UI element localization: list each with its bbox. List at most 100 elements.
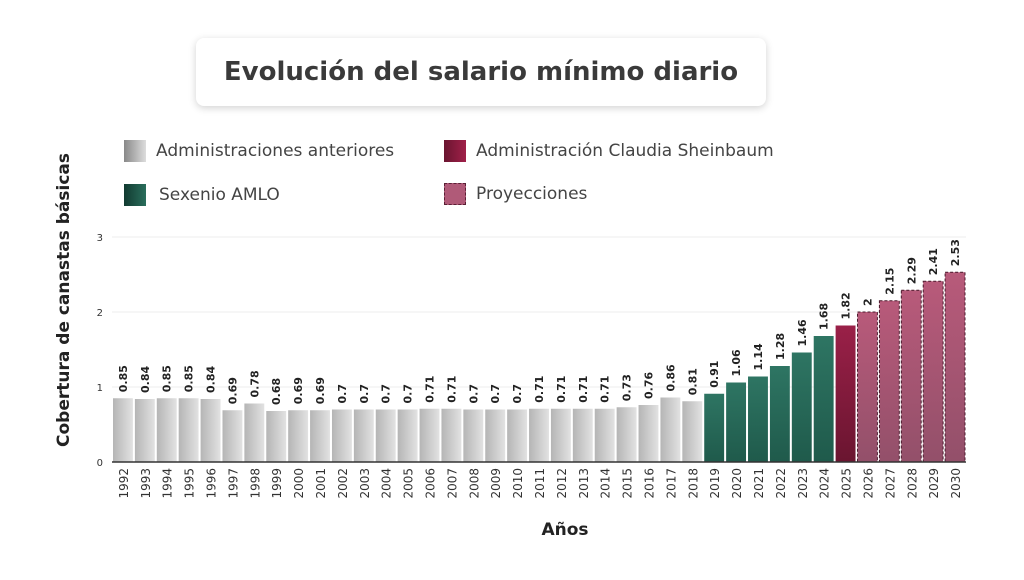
bar-1994 (156, 398, 177, 462)
x-tick-label: 2010 (511, 468, 525, 499)
data-label: 0.71 (599, 376, 612, 403)
y-tick-label: 2 (97, 308, 103, 319)
x-tick-label: 2024 (818, 468, 832, 499)
x-tick-label: 2015 (621, 468, 635, 499)
data-label: 2.15 (883, 268, 896, 295)
x-tick-label: 1993 (139, 468, 153, 499)
x-tick-label: 1999 (270, 468, 284, 499)
legend-label: Sexenio AMLO (159, 185, 280, 205)
x-tick-label: 2003 (358, 468, 372, 499)
x-tick-label: 2011 (533, 468, 547, 499)
bar-2019 (704, 393, 725, 462)
bar-2003 (353, 409, 374, 462)
bar-1997 (222, 410, 243, 462)
bar-2006 (419, 408, 440, 462)
bar-2009 (485, 409, 506, 462)
bar-2020 (726, 382, 747, 462)
x-tick-label: 2019 (708, 468, 722, 499)
x-tick-label: 2026 (861, 468, 875, 499)
x-tick-label: 1996 (205, 468, 219, 499)
data-label: 0.69 (292, 377, 305, 404)
bar-2010 (507, 409, 528, 462)
bar-2025 (835, 325, 856, 462)
bar-2028 (900, 289, 922, 463)
data-label: 0.85 (183, 365, 196, 392)
data-label: 0.81 (686, 368, 699, 395)
title-box: Evolución del salario mínimo diario (196, 38, 766, 106)
legend-label: Administraciones anteriores (156, 141, 395, 161)
bar-2026 (857, 311, 878, 463)
data-label: 1.46 (796, 319, 809, 346)
bar-2016 (638, 405, 659, 462)
bar-2027 (878, 300, 900, 463)
data-label: 1.68 (818, 303, 831, 330)
data-label: 0.86 (664, 364, 677, 391)
legend-item-sheinbaum: Administración Claudia Sheinbaum (444, 140, 774, 162)
bar-2004 (375, 409, 396, 462)
x-tick-label: 2005 (402, 468, 416, 499)
bar-1999 (266, 411, 287, 462)
x-tick-label: 2028 (905, 468, 919, 499)
x-tick-label: 2018 (686, 468, 700, 499)
legend-swatch-sheinbaum (444, 140, 466, 162)
data-label: 0.85 (161, 365, 174, 392)
bar-2024 (813, 336, 834, 462)
data-label: 0.69 (314, 377, 327, 404)
bar-2008 (463, 409, 484, 462)
data-label: 0.71 (533, 376, 546, 403)
legend-swatch-previous (124, 140, 146, 162)
x-tick-label: 2014 (599, 468, 613, 499)
data-label: 2.53 (949, 239, 962, 266)
data-label: 2.29 (905, 257, 918, 284)
x-tick-label: 2009 (489, 468, 503, 499)
data-label: 0.71 (577, 376, 590, 403)
data-label: 0.7 (489, 384, 502, 404)
data-label: 0.73 (621, 374, 634, 401)
bar-2022 (769, 366, 790, 462)
data-label: 0.71 (445, 376, 458, 403)
data-label: 1.82 (840, 292, 853, 319)
x-tick-label: 2008 (467, 468, 481, 499)
bar-1993 (134, 399, 155, 462)
bar-1996 (200, 399, 221, 462)
bar-2023 (791, 352, 812, 462)
bar-2002 (331, 409, 352, 462)
legend-swatch-projections (444, 183, 466, 205)
legend-item-previous: Administraciones anteriores (124, 140, 394, 162)
bar-1998 (244, 403, 265, 462)
data-label: 0.69 (226, 377, 239, 404)
bar-2011 (529, 408, 549, 462)
data-label: 1.14 (752, 343, 765, 370)
x-tick-label: 1992 (117, 468, 131, 499)
bar-2013 (572, 408, 593, 462)
data-label: 0.7 (336, 384, 349, 404)
y-tick-label: 1 (97, 383, 103, 394)
data-label: 0.78 (248, 370, 261, 397)
y-tick-label: 3 (97, 233, 103, 244)
bar-2007 (441, 408, 462, 462)
x-tick-label: 2012 (555, 468, 569, 499)
data-label: 0.71 (424, 376, 437, 403)
x-tick-label: 2027 (883, 468, 897, 499)
x-tick-label: 2017 (664, 468, 678, 499)
data-label: 0.84 (205, 366, 218, 393)
x-tick-label: 2013 (577, 468, 591, 499)
x-tick-label: 2007 (445, 468, 459, 499)
bar-2005 (397, 409, 418, 462)
x-tick-label: 2021 (752, 468, 766, 499)
x-tick-label: 1995 (183, 468, 197, 499)
x-tick-label: 2030 (949, 468, 963, 499)
x-axis-label: Años (541, 520, 589, 540)
data-label: 0.91 (708, 361, 721, 388)
data-label: 0.68 (270, 378, 283, 405)
data-label: 0.85 (117, 365, 130, 392)
x-tick-label: 1997 (226, 468, 240, 499)
legend-label: Administración Claudia Sheinbaum (476, 141, 774, 161)
legend-swatch-amlo (124, 184, 146, 206)
data-label: 0.76 (642, 372, 655, 399)
bar-2018 (682, 401, 703, 462)
data-label: 1.06 (730, 349, 743, 376)
x-tick-label: 2002 (336, 468, 350, 499)
legend-label: Proyecciones (476, 184, 588, 204)
x-tick-label: 2020 (730, 468, 744, 499)
